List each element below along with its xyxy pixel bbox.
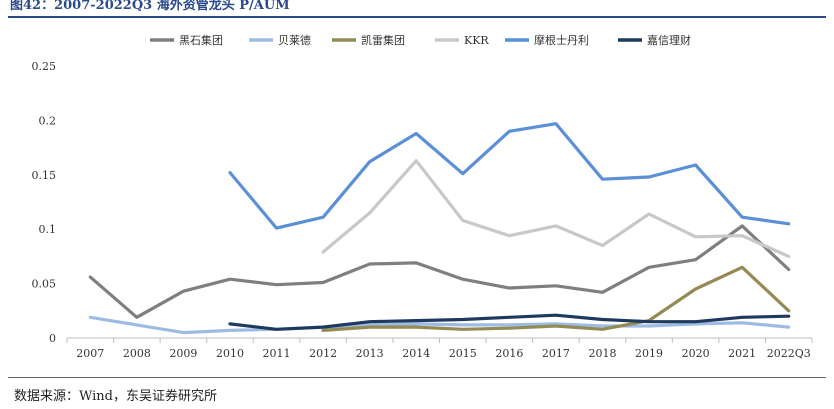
series-line bbox=[88, 315, 791, 335]
legend-label: KKR bbox=[464, 34, 489, 47]
legend-item: 贝莱德 bbox=[249, 33, 311, 47]
source-note: 数据来源：Wind，东吴证券研究所 bbox=[14, 389, 217, 404]
legend-label: 嘉信理财 bbox=[647, 33, 691, 47]
legend-label: 凯雷集团 bbox=[361, 33, 405, 47]
x-tick-label: 2013 bbox=[356, 347, 384, 360]
x-tick-label: 2016 bbox=[495, 347, 523, 360]
series-line bbox=[228, 313, 791, 331]
x-tick-label: 2015 bbox=[449, 347, 477, 360]
x-tick-label: 2018 bbox=[588, 347, 616, 360]
line-chart: 黑石集团 贝莱德 凯雷集团 KKR 摩根士丹利 嘉信理财 00.050.10.150.20… bbox=[32, 33, 813, 360]
y-tick-label: 0.2 bbox=[39, 114, 57, 127]
y-axis: 0 0.05 0.1 0.15 0.2 0.25 bbox=[32, 60, 57, 345]
x-tick-label: 2021 bbox=[728, 347, 756, 360]
legend-item: 摩根士丹利 bbox=[505, 33, 589, 47]
legend-item: 嘉信理财 bbox=[618, 33, 691, 47]
plot-area bbox=[88, 122, 791, 335]
legend-label: 贝莱德 bbox=[278, 33, 311, 47]
x-tick-label: 2008 bbox=[123, 347, 151, 360]
legend-label: 摩根士丹利 bbox=[534, 33, 589, 47]
series-line bbox=[321, 265, 791, 332]
y-tick-label: 0.05 bbox=[32, 278, 57, 291]
x-tick-label: 2012 bbox=[309, 347, 337, 360]
y-tick-label: 0.25 bbox=[32, 60, 57, 73]
x-tick-label: 2019 bbox=[635, 347, 663, 360]
legend: 黑石集团 贝莱德 凯雷集团 KKR 摩根士丹利 嘉信理财 bbox=[150, 33, 691, 47]
x-tick-label: 2017 bbox=[542, 347, 570, 360]
series-line bbox=[88, 224, 791, 319]
legend-label: 黑石集团 bbox=[179, 33, 223, 47]
legend-item: KKR bbox=[435, 34, 489, 47]
x-axis: 2007 2008 2009 2010 2011 2012 2013 2014 2015 2016… bbox=[66, 337, 813, 360]
x-tick-label: 2014 bbox=[402, 347, 430, 360]
figure-title: 图42：2007-2022Q3 海外资管龙头 P/AUM bbox=[10, 0, 290, 13]
x-tick-label: 2020 bbox=[682, 347, 710, 360]
series-line bbox=[228, 122, 791, 230]
y-tick-label: 0.15 bbox=[32, 169, 57, 182]
legend-item: 凯雷集团 bbox=[332, 33, 405, 47]
legend-item: 黑石集团 bbox=[150, 33, 223, 47]
series-line bbox=[321, 159, 791, 258]
x-tick-label: 2009 bbox=[169, 347, 197, 360]
x-tick-label: 2011 bbox=[263, 347, 291, 360]
footer-rule bbox=[8, 377, 826, 378]
title-rule bbox=[8, 16, 826, 18]
x-tick-label: 2007 bbox=[76, 347, 104, 360]
y-tick-label: 0 bbox=[49, 332, 56, 345]
y-tick-label: 0.1 bbox=[39, 223, 57, 236]
x-tick-label: 2010 bbox=[216, 347, 244, 360]
x-tick-label: 2022Q3 bbox=[767, 347, 811, 360]
